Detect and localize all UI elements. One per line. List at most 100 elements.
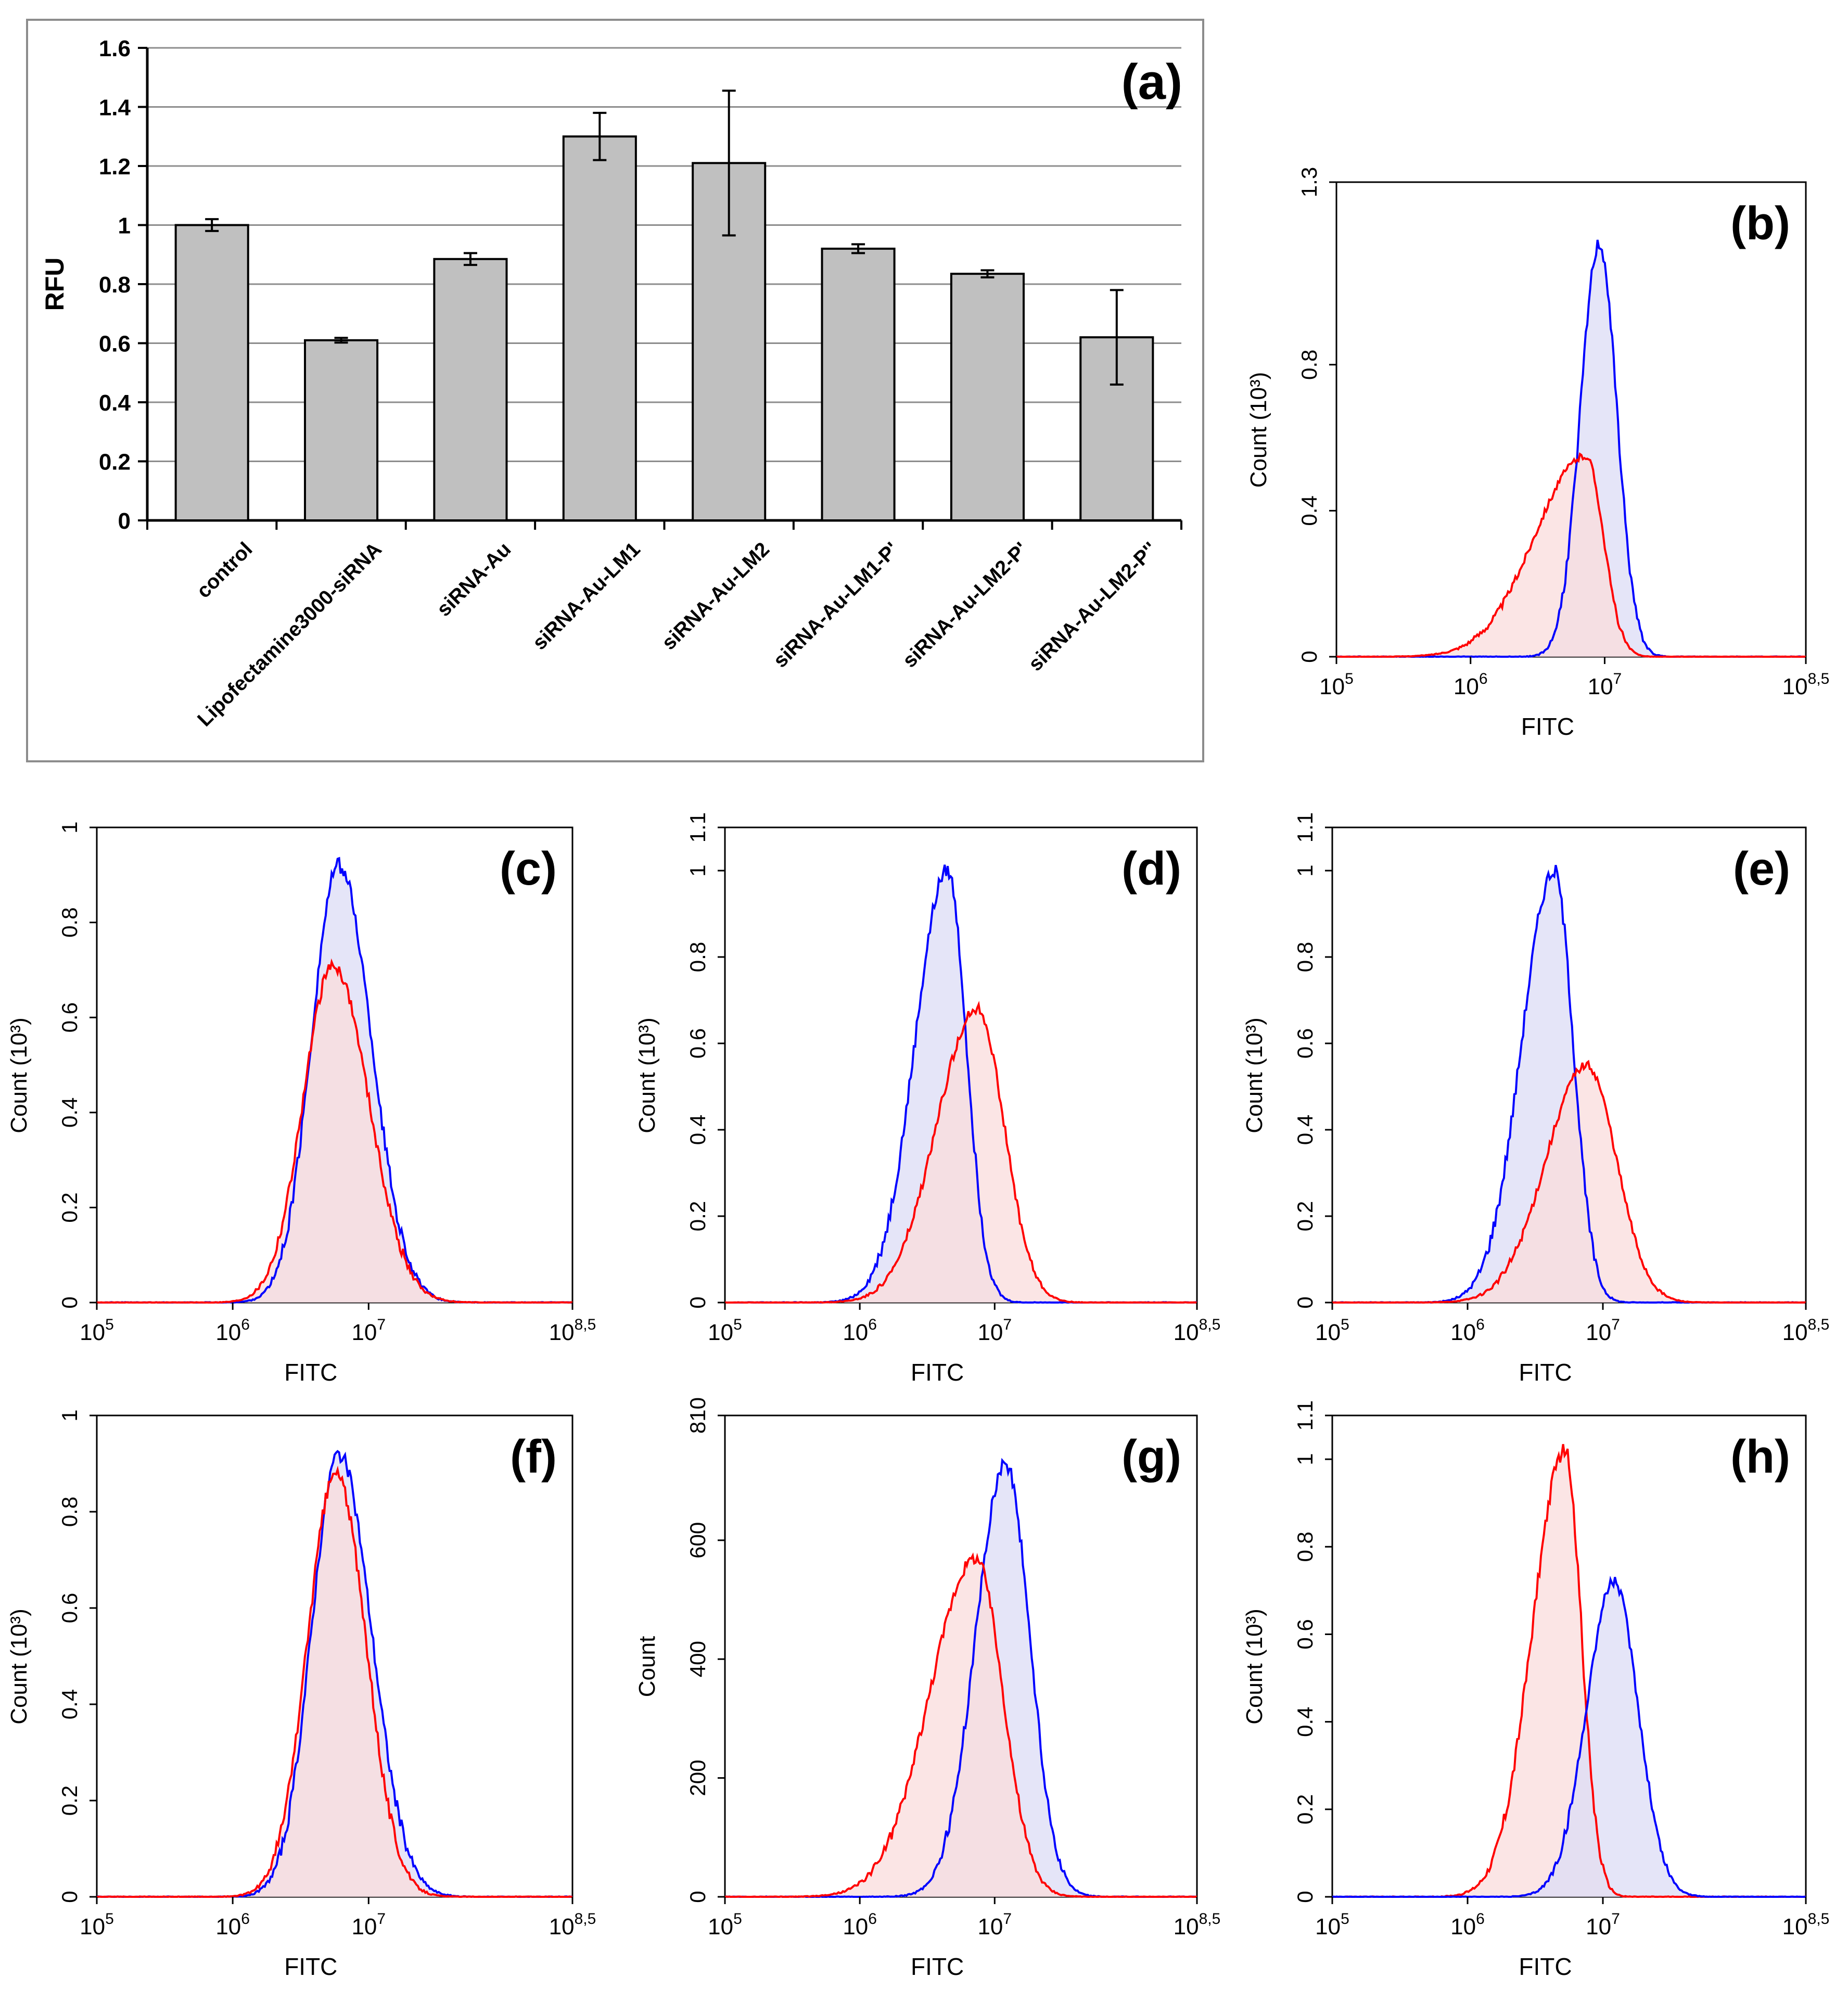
y-tick-label: 810 xyxy=(685,1397,710,1434)
y-tick-label: 0.4 xyxy=(685,1115,710,1145)
y-tick-label: 400 xyxy=(685,1641,710,1677)
y-tick-label: 0 xyxy=(1293,1891,1317,1903)
x-tick-label: 107 xyxy=(977,1316,1012,1345)
series-line-2 xyxy=(1332,1575,1806,1898)
y-tick-label: 0.4 xyxy=(1293,1115,1317,1145)
y-axis-label: Count (10³) xyxy=(1242,1609,1267,1725)
series-line-2 xyxy=(724,1552,1197,1898)
panel-label: (a) xyxy=(1121,54,1182,110)
y-tick-label: 0.4 xyxy=(57,1098,82,1128)
panel-label: (h) xyxy=(1730,1431,1790,1483)
y-axis-label: Count (10³) xyxy=(6,1017,32,1133)
y-tick-label: 1.3 xyxy=(1297,167,1321,197)
panel-label: (f) xyxy=(510,1431,557,1483)
x-axis-label: FITC xyxy=(284,1953,337,1980)
panel-label: (b) xyxy=(1730,198,1790,250)
y-axis-label: RFU xyxy=(40,258,69,311)
x-tick-label: 108,5 xyxy=(549,1316,596,1345)
x-axis-label: FITC xyxy=(911,1953,964,1980)
chart-f: 0 0.2 0.4 0.6 0.8 1 Count (10³) 105 106 107 108,5 F… xyxy=(6,1409,596,1980)
chart-d: 0 0.2 0.4 0.6 0.8 1 1.1 Count (10³) 105 106 107 108… xyxy=(634,812,1220,1386)
y-tick-label: 0.2 xyxy=(1293,1201,1317,1231)
y-tick-label: 0.4 xyxy=(99,390,131,416)
x-tick-label: 105 xyxy=(1319,670,1354,699)
y-tick-label: 1 xyxy=(57,821,82,833)
x-tick-label: 106 xyxy=(1454,670,1488,699)
y-tick-label: 0.4 xyxy=(57,1689,82,1719)
y-tick-label: 1 xyxy=(1293,864,1317,876)
y-tick-label: 0 xyxy=(685,1296,710,1308)
chart-h: 0 0.2 0.4 0.6 0.8 1 1.1 Count (10³) 105 106 107 108… xyxy=(1242,1400,1829,1980)
y-axis-label: Count (10³) xyxy=(6,1609,32,1725)
y-tick-label: 1.1 xyxy=(1293,812,1317,843)
x-tick-label: 108,5 xyxy=(549,1910,596,1940)
y-tick-label: 0.2 xyxy=(57,1192,82,1222)
x-tick-label: 108,5 xyxy=(1174,1316,1221,1345)
y-tick-label: 0.8 xyxy=(1293,942,1317,972)
x-tick-label: 105 xyxy=(1315,1316,1349,1345)
bar-4 xyxy=(562,135,637,521)
x-tick-label: 105 xyxy=(1315,1910,1349,1940)
series-fill-2 xyxy=(725,1555,1197,1897)
x-tick-label: 107 xyxy=(351,1316,386,1345)
y-tick-label: 0.6 xyxy=(685,1028,710,1058)
chart-a: 00.20.40.60.811.21.41.6RFUcontrolLipofec… xyxy=(26,19,1204,762)
y-tick-label: 0.6 xyxy=(57,1002,82,1032)
x-tick-label: 108,5 xyxy=(1782,670,1830,699)
y-axis-label: Count (10³) xyxy=(634,1017,660,1133)
x-tick-label: 107 xyxy=(351,1910,386,1940)
series-fill-2 xyxy=(97,1470,572,1897)
bar-7 xyxy=(950,273,1025,521)
x-tick-label: 105 xyxy=(80,1910,114,1940)
bar-2 xyxy=(304,339,379,521)
x-tick-label: 108,5 xyxy=(1782,1316,1830,1345)
y-tick-label: 1 xyxy=(118,213,131,239)
y-tick-label: 0.4 xyxy=(1293,1706,1317,1737)
x-tick-label: 106 xyxy=(843,1316,877,1345)
x-tick-label: 106 xyxy=(1450,1910,1485,1940)
x-axis-label: FITC xyxy=(1519,1359,1572,1386)
x-tick-label: 108,5 xyxy=(1174,1910,1221,1940)
y-tick-label: 1 xyxy=(57,1409,82,1421)
series-line-2 xyxy=(1332,1060,1806,1304)
series-fill-2 xyxy=(97,962,572,1303)
x-tick-label: 106 xyxy=(843,1910,877,1940)
panel-label: (e) xyxy=(1733,843,1790,895)
y-tick-label: 0.2 xyxy=(99,450,131,475)
x-axis-label: FITC xyxy=(1521,713,1574,740)
y-tick-label: 0.8 xyxy=(57,907,82,937)
y-tick-label: 0.6 xyxy=(57,1593,82,1623)
y-tick-label: 0.2 xyxy=(1293,1794,1317,1824)
y-tick-label: 1 xyxy=(1293,1453,1317,1465)
chart-e: 0 0.2 0.4 0.6 0.8 1 1.1 Count (10³) 105 106 107 108… xyxy=(1242,812,1829,1386)
chart-b: 0 0.4 0.8 1.3 Count (10³) 105 106 107 108,5 FITC (… xyxy=(1246,167,1829,740)
series-fill-2 xyxy=(1332,1577,1806,1897)
y-tick-label: 0.2 xyxy=(685,1201,710,1231)
y-tick-label: 0 xyxy=(57,1296,82,1308)
series-line-2 xyxy=(725,1001,1197,1304)
panel-label: (d) xyxy=(1121,843,1181,895)
series-line-2 xyxy=(96,958,573,1304)
x-tick-label: 108,5 xyxy=(1782,1910,1830,1940)
series-fill-2 xyxy=(1336,454,1806,657)
bar-6 xyxy=(821,247,896,521)
y-tick-label: 0 xyxy=(685,1891,710,1903)
y-tick-label: 200 xyxy=(685,1760,710,1796)
series-fill-1 xyxy=(1332,1444,1806,1897)
series-line-2 xyxy=(97,1465,572,1898)
y-tick-label: 0.8 xyxy=(685,942,710,972)
y-tick-label: 0.6 xyxy=(99,331,131,357)
x-tick-label: 105 xyxy=(708,1316,742,1345)
chart-c: 0 0.2 0.4 0.6 0.8 1 Count (10³) 105 106 107 108,5 F… xyxy=(6,821,596,1386)
y-tick-label: 0.6 xyxy=(1293,1619,1317,1649)
series-fill-2 xyxy=(725,1004,1197,1303)
x-axis-label: FITC xyxy=(1519,1953,1572,1980)
y-tick-label: 0.2 xyxy=(57,1785,82,1816)
x-tick-label: 105 xyxy=(80,1316,114,1345)
x-tick-label: 107 xyxy=(977,1910,1012,1940)
y-tick-label: 1.1 xyxy=(1293,1400,1317,1431)
bar-1 xyxy=(174,224,249,521)
y-axis-label: Count xyxy=(634,1636,660,1697)
y-axis-label: Count (10³) xyxy=(1246,372,1271,488)
chart-g: 0 200 400 600 810 Count 105 106 107 108,5 FITC (g) xyxy=(634,1397,1220,1980)
